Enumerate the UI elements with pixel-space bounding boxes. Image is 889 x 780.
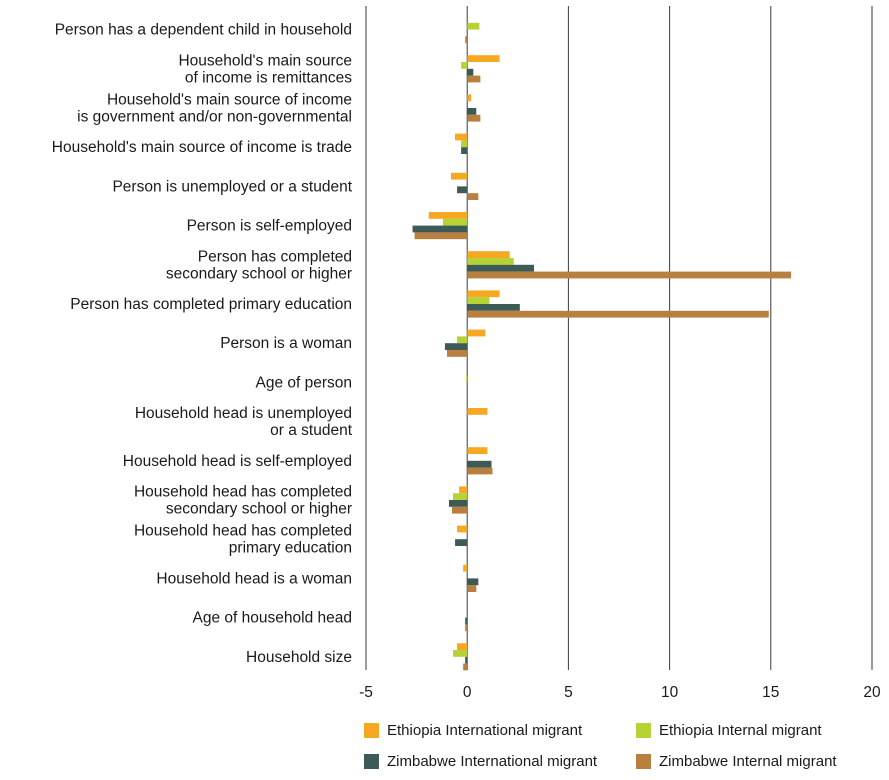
bar [467, 68, 474, 76]
category-label: Age of person [255, 374, 352, 391]
category-label: secondary school or higher [166, 501, 352, 518]
bar [448, 500, 468, 507]
bar [467, 22, 480, 30]
bar [467, 264, 534, 272]
legend-item: Zimbabwe International migrant [364, 753, 597, 770]
category-label: Household's main source of income is tra… [52, 139, 352, 156]
legend-swatch [364, 723, 379, 738]
category-label: Household head is self-employed [123, 453, 352, 470]
bar [461, 62, 468, 69]
bar [451, 172, 468, 180]
bar [457, 525, 468, 533]
category-label: Person is unemployed or a student [112, 178, 352, 195]
bar [467, 460, 492, 468]
bar [463, 564, 468, 572]
bar [457, 643, 468, 650]
bar [444, 343, 468, 350]
x-tick-label: -5 [359, 684, 373, 701]
bar [467, 290, 500, 298]
bar [467, 108, 477, 115]
bar [463, 663, 468, 671]
bar [467, 114, 481, 122]
x-tick-label: 15 [762, 684, 779, 701]
bar [467, 75, 481, 83]
category-label: Person is a woman [220, 335, 352, 352]
bar [467, 271, 792, 279]
bar [467, 251, 510, 258]
bar [461, 147, 468, 154]
category-label: Person has completed primary education [70, 296, 352, 313]
bar [455, 133, 468, 141]
legend-label: Zimbabwe International migrant [387, 753, 598, 770]
x-tick-labels: -5 0 5 10 15 20 [359, 684, 881, 701]
category-label: Household's main source [178, 52, 352, 69]
x-tick-label: 20 [863, 684, 881, 701]
bar [465, 624, 468, 632]
x-tick-label: 0 [463, 684, 472, 701]
bar [455, 539, 468, 546]
legend-label: Zimbabwe Internal migrant [659, 753, 837, 770]
category-label: Household size [246, 649, 352, 666]
bar [467, 297, 490, 304]
bar [457, 186, 468, 194]
bar [467, 304, 520, 311]
bars [412, 22, 792, 671]
bar [459, 486, 468, 494]
bar [453, 650, 468, 657]
bar [446, 350, 468, 357]
category-label: primary education [229, 540, 352, 557]
category-label: Household's main source of income [107, 92, 352, 109]
category-label: Household head has completed [134, 484, 352, 501]
category-label: Person has completed [198, 248, 352, 265]
bar [453, 493, 468, 500]
legend-swatch [636, 723, 651, 738]
bar [467, 329, 486, 337]
bar [467, 94, 472, 102]
bar [467, 585, 477, 592]
category-label: is government and/or non-governmental [77, 109, 352, 126]
bar [467, 408, 488, 415]
gridlines [365, 6, 873, 670]
bar [465, 656, 468, 664]
bar [467, 55, 500, 62]
category-label: Household head is a woman [156, 570, 352, 587]
bar [442, 218, 468, 226]
legend-swatch [636, 754, 651, 769]
legend-label: Ethiopia International migrant [387, 722, 583, 739]
x-tick-label: 5 [564, 684, 573, 701]
bar [467, 193, 479, 200]
bar [467, 258, 514, 265]
bar [428, 212, 468, 219]
category-label: or a student [270, 422, 353, 439]
category-label: Person has a dependent child in househol… [55, 22, 352, 39]
bar [467, 310, 769, 318]
bar [465, 36, 468, 44]
category-label: of income is remittances [185, 69, 352, 86]
legend-label: Ethiopia Internal migrant [659, 722, 822, 739]
category-labels: Person has a dependent child in househol… [52, 22, 353, 666]
bar [414, 232, 468, 240]
legend-item: Ethiopia International migrant [364, 722, 582, 739]
category-label: Age of household head [193, 610, 352, 627]
bar [457, 336, 468, 344]
x-tick-label: 10 [661, 684, 679, 701]
legend-item: Ethiopia Internal migrant [636, 722, 822, 739]
legend-swatch [364, 754, 379, 769]
bar [467, 578, 479, 586]
bar [412, 225, 468, 233]
category-label: Person is self-employed [187, 218, 352, 235]
bar [467, 447, 488, 454]
bar [467, 467, 493, 475]
category-label: secondary school or higher [166, 265, 352, 282]
category-label: Household head has completed [134, 523, 352, 540]
legend-item: Zimbabwe Internal migrant [636, 753, 837, 770]
category-label: Household head is unemployed [135, 405, 352, 422]
bar [461, 140, 468, 148]
bar [452, 506, 468, 514]
bar [465, 617, 468, 625]
bar [466, 375, 468, 383]
